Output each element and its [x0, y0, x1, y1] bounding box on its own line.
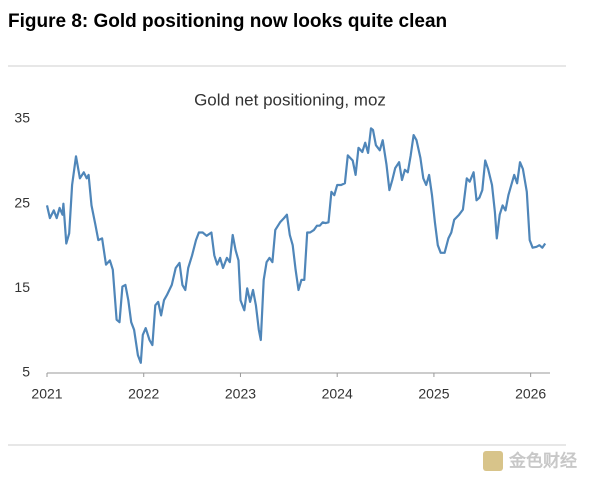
- watermark-icon: [483, 451, 503, 471]
- x-tick-label: 2025: [418, 386, 449, 402]
- y-tick-label: 15: [14, 279, 30, 295]
- x-tick-label: 2021: [31, 386, 62, 402]
- y-tick-label: 25: [14, 194, 30, 210]
- data-line: [45, 127, 547, 364]
- x-tick-label: 2026: [515, 386, 546, 402]
- x-tick-label: 2024: [322, 386, 353, 402]
- chart-title: Gold net positioning, moz: [194, 90, 386, 109]
- y-tick-label: 35: [14, 110, 30, 126]
- y-tick-label: 5: [22, 364, 30, 380]
- figure-title: Figure 8: Gold positioning now looks qui…: [8, 11, 447, 32]
- x-tick-label: 2022: [128, 386, 159, 402]
- watermark: 金色财经: [508, 450, 577, 470]
- x-tick-label: 2023: [225, 386, 256, 402]
